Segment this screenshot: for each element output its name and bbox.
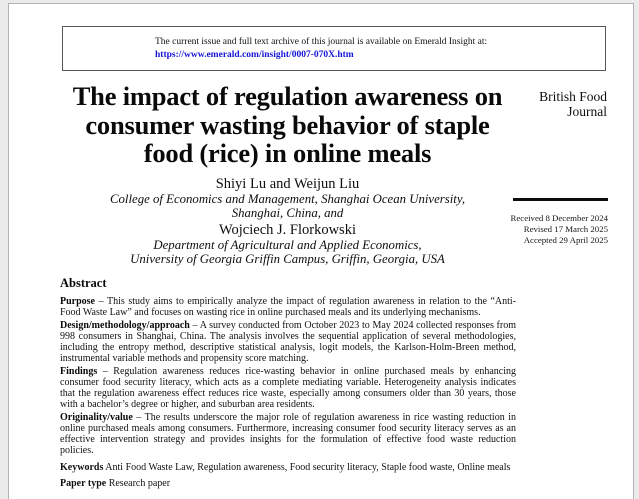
keywords-label: Keywords xyxy=(60,462,104,473)
revised-date: Revised 17 March 2025 xyxy=(523,224,608,234)
affiliation-1-line1: College of Economics and Management, Sha… xyxy=(109,192,466,206)
originality-text: The results underscore the major role of… xyxy=(60,412,516,456)
design-label: Design/methodology/approach xyxy=(60,320,190,331)
journal-name-line2: Journal xyxy=(567,104,607,119)
affiliation-1-line2: Shanghai, China, and xyxy=(231,205,344,220)
keywords-text: Anti Food Waste Law, Regulation awarenes… xyxy=(105,462,511,473)
paper-title: The impact of regulation awareness on co… xyxy=(72,81,503,168)
separator-dash: – xyxy=(98,296,104,307)
archive-notice: The current issue and full text archive … xyxy=(155,36,487,62)
purpose-text: This study aims to empirically analyze t… xyxy=(60,296,517,318)
authors-block: Shiyi Lu and Weijun Liu College of Econo… xyxy=(59,176,516,266)
separator-dash: – xyxy=(192,320,198,331)
journal-name: British Food Journal xyxy=(487,89,607,119)
received-date: Received 8 December 2024 xyxy=(510,213,608,223)
affiliation-2-line1: Department of Agricultural and Applied E… xyxy=(153,238,422,253)
abstract-originality: Originality/value – The results undersco… xyxy=(60,412,516,456)
design-text: A survey conducted from October 2023 to … xyxy=(60,320,516,364)
keywords-line: Keywords Anti Food Waste Law, Regulation… xyxy=(60,462,516,474)
abstract-heading: Abstract xyxy=(60,276,107,290)
findings-label: Findings xyxy=(60,366,98,377)
paper-type-label: Paper type xyxy=(60,477,107,489)
author-names-2: Wojciech J. Florkowski xyxy=(219,222,356,239)
archive-notice-box: The current issue and full text archive … xyxy=(62,26,606,71)
abstract-section: Abstract Purpose – This study aims to em… xyxy=(60,276,516,489)
paper-page: The current issue and full text archive … xyxy=(8,3,634,499)
purpose-label: Purpose xyxy=(60,296,95,307)
separator-dash: – xyxy=(102,366,108,377)
abstract-findings: Findings – Regulation awareness reduces … xyxy=(60,366,516,410)
archive-notice-text: The current issue and full text archive … xyxy=(155,37,488,47)
affiliation-2-line2: University of Georgia Griffin Campus, Gr… xyxy=(130,251,445,266)
sidebar-divider xyxy=(513,198,608,201)
accepted-date: Accepted 29 April 2025 xyxy=(523,235,608,245)
abstract-purpose: Purpose – This study aims to empirically… xyxy=(60,296,516,318)
author-names-1: Shiyi Lu and Weijun Liu xyxy=(215,176,360,192)
paper-type-line: Paper type Research paper xyxy=(60,478,516,490)
separator-dash: – xyxy=(136,412,142,423)
abstract-design: Design/methodology/approach – A survey c… xyxy=(60,320,516,364)
paper-type-text: Research paper xyxy=(108,477,171,489)
findings-text: Regulation awareness reduces rice-wastin… xyxy=(60,366,517,410)
archive-link[interactable]: https://www.emerald.com/insight/0007-070… xyxy=(155,50,354,60)
article-history: Received 8 December 2024 Revised 17 Marc… xyxy=(477,213,608,246)
originality-label: Originality/value xyxy=(60,412,133,423)
journal-name-line1: British Food xyxy=(539,89,607,104)
